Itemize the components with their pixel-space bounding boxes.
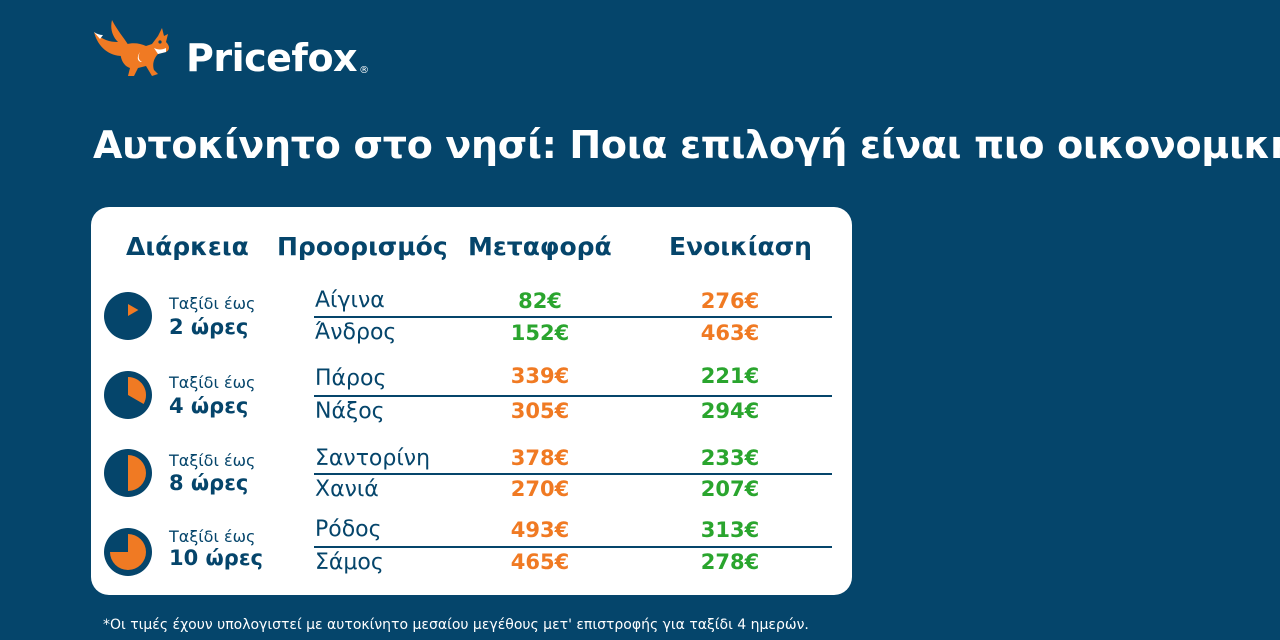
footnote: *Οι τιμές έχουν υπολογιστεί με αυτοκίνητ… — [103, 617, 809, 633]
rental-price: 278€ — [700, 550, 760, 574]
brand-logo: Pricefox ® — [92, 18, 369, 80]
trip-label: Ταξίδι έως — [169, 294, 256, 313]
row-divider — [314, 546, 832, 548]
registered-mark: ® — [359, 65, 370, 76]
header-rental: Ενοικίαση — [669, 232, 812, 261]
rental-price: 233€ — [700, 446, 760, 470]
fox-icon — [94, 20, 169, 76]
rental-price: 294€ — [700, 399, 760, 423]
destination-cell: Ρόδος — [315, 517, 382, 542]
transport-price: 378€ — [510, 446, 570, 470]
price-comparison-card — [91, 207, 852, 595]
brand-name: Pricefox — [186, 36, 358, 80]
trip-hours: 2 ώρες — [169, 315, 249, 339]
header-transport: Μεταφορά — [468, 232, 612, 261]
destination-cell: Χανιά — [315, 477, 379, 502]
header-duration: Διάρκεια — [126, 232, 249, 261]
destination-cell: Αίγινα — [315, 288, 385, 313]
header-destination: Προορισμός — [277, 232, 448, 261]
transport-price: 339€ — [510, 364, 570, 388]
transport-price: 82€ — [518, 289, 562, 313]
transport-price: 305€ — [510, 399, 570, 423]
clock-icon — [104, 449, 152, 497]
rental-price: 207€ — [700, 477, 760, 501]
row-divider — [314, 473, 832, 475]
trip-label: Ταξίδι έως — [169, 373, 256, 392]
transport-price: 152€ — [510, 321, 570, 345]
clock-icon — [104, 371, 152, 419]
transport-price: 465€ — [510, 550, 570, 574]
trip-label: Ταξίδι έως — [169, 451, 256, 470]
trip-hours: 4 ώρες — [169, 394, 249, 418]
trip-label: Ταξίδι έως — [169, 527, 256, 546]
transport-price: 493€ — [510, 518, 570, 542]
trip-hours: 8 ώρες — [169, 471, 249, 495]
rental-price: 463€ — [700, 321, 760, 345]
row-divider — [314, 316, 832, 318]
rental-price: 221€ — [700, 364, 760, 388]
clock-icon — [104, 292, 152, 340]
transport-price: 270€ — [510, 477, 570, 501]
trip-hours: 10 ώρες — [169, 546, 263, 570]
row-divider — [314, 395, 832, 397]
destination-cell: Σαντορίνη — [315, 446, 431, 471]
destination-cell: Νάξος — [315, 399, 385, 424]
rental-price: 313€ — [700, 518, 760, 542]
destination-cell: Άνδρος — [315, 320, 397, 345]
page-title: Αυτοκίνητο στο νησί: Ποια επιλογή είναι … — [93, 123, 1280, 167]
clock-icon — [104, 528, 152, 576]
destination-cell: Σάμος — [315, 550, 384, 575]
rental-price: 276€ — [700, 289, 760, 313]
destination-cell: Πάρος — [315, 366, 387, 391]
